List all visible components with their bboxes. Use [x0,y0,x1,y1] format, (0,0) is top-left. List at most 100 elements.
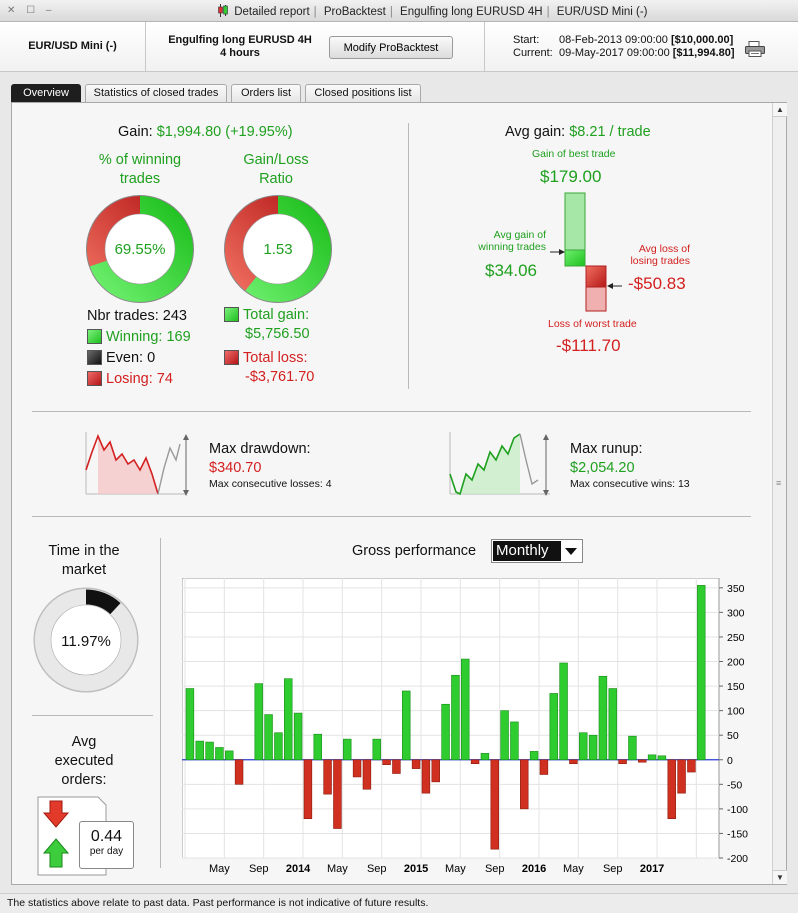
gain-summary: Gain: $1,994.80 (+19.95%) [118,124,293,140]
loss-bar [667,759,676,820]
avg-orders-title: Avg executed orders: [26,733,142,790]
x-tick-label: 2016 [522,863,546,875]
modify-probacktest-button[interactable]: Modify ProBacktest [329,36,453,59]
divider-2 [32,516,751,517]
avg-gain-label: Avg gain: [505,124,566,140]
scroll-up-icon[interactable]: ▲ [773,103,787,117]
section-divider-2 [160,538,161,868]
title-part-strategy: Engulfing long EURUSD 4H [400,6,543,18]
gain-bar [215,747,224,761]
gain-bar [510,721,519,761]
total-loss-label: Total loss: [243,350,308,366]
gain-bar [579,732,588,761]
total-loss-value: -$3,761.70 [245,368,315,385]
avg-win-label-line2: winning trades [478,241,546,253]
total-gain-label: Total gain: [243,307,310,323]
worst-trade-value: -$111.70 [556,336,621,355]
gain-bar [608,688,617,761]
loss-bar [520,759,529,810]
loss-bar [333,759,342,829]
strategy-timeframe: 4 hours [220,47,260,59]
tab-closed-positions-list[interactable]: Closed positions list [305,84,421,102]
drawdown-chart-icon [85,432,189,496]
x-tick-label: 2014 [286,863,311,875]
title-part-instrument: EUR/USD Mini (-) [556,6,648,18]
loss-bar [303,759,313,820]
loss-bar [490,759,499,850]
vertical-scrollbar[interactable]: ▲ ≡ ▼ [772,103,787,884]
strategy-name-line1: Engulfing long EURUSD 4H [168,34,312,46]
tab-overview[interactable]: Overview [11,84,81,102]
window-control-icons[interactable]: ✕ ☐ – [7,5,56,16]
gross-performance-chart: 350 300 250 200 150 100 50 0 -50 -100 -150 -200 May… [182,578,748,875]
avg-loss-label-line1: Avg loss of [638,243,690,255]
title-part-report: Detailed report [234,6,310,18]
loss-bar [539,759,549,775]
best-trade-label: Gain of best trade [532,148,616,160]
loss-bar [569,759,578,764]
window-title: Detailed report | ProBacktest | Engulfing … [218,4,648,18]
gain-bar [657,755,667,761]
gain-label: Gain: [118,124,153,140]
winning-count: Winning: 169 [87,327,191,348]
green-square-icon [87,329,102,344]
runup-stats: Max runup: $2,054.20 Max consecutive win… [570,440,690,491]
gain-bar [343,738,352,761]
loss-bar [677,759,686,794]
gain-loss-value: 1.53 [263,241,292,258]
drawdown-label: Max drawdown: [209,441,311,457]
y-tick-label: 250 [727,632,745,644]
printer-icon[interactable] [745,41,765,57]
gain-bar [205,741,214,761]
chevron-down-icon[interactable] [565,548,577,555]
loss-bar [352,759,362,778]
current-date: 09-May-2017 09:00:00 [559,47,670,59]
gain-bar [284,678,293,761]
y-tick-label: 50 [727,730,739,742]
gain-bar [313,733,322,761]
time-in-market-donut: 11.97% [33,587,139,693]
max-consecutive-losses: Max consecutive losses: 4 [209,478,332,490]
divider-3 [32,715,153,716]
total-gain-value: $5,756.50 [245,325,310,342]
window-title-bar: ✕ ☐ – Detailed report | ProBacktest | Engu… [0,0,798,22]
gain-bar [372,738,381,761]
gain-bar [461,658,470,761]
current-row: Current: 09-May-2017 09:00:00 [$11,994.80… [513,47,735,60]
total-gain-label-row: Total gain: [224,306,314,325]
y-tick-label: -200 [727,853,748,865]
loss-bar [638,759,647,763]
gain-bar [529,751,539,761]
x-tick-label: Sep [603,863,623,875]
candlestick-icon [218,4,228,17]
avg-orders-box: 0.44 per day [79,821,134,869]
avg-orders-title-line3: orders: [61,772,107,788]
gain-bar [293,712,303,761]
current-capital: [$11,994.80] [672,47,735,59]
winning-pct-title-line1: % of winning [98,152,182,168]
gross-performance-label: Gross performance [352,543,477,559]
y-tick-label: -50 [727,779,742,791]
scroll-grip-icon[interactable]: ≡ [776,478,782,488]
x-tick-label: 2015 [404,863,428,875]
gain-loss-title: Gain/Loss Ratio [206,151,346,189]
period-select[interactable]: Monthly [491,539,583,563]
gain-bar [628,735,637,761]
runup-value: $2,054.20 [570,460,635,476]
y-tick-label: 150 [727,681,745,693]
avg-win-value: $34.06 [485,261,537,280]
gain-loss-title-line1: Gain/Loss [243,152,309,168]
avg-trade-bars [550,192,622,312]
losing-count: Losing: 74 [87,369,191,390]
loss-bar [618,759,627,764]
divider-1 [32,411,751,412]
avg-orders-title-line1: Avg [71,734,97,750]
tab-orders-list[interactable]: Orders list [231,84,301,102]
tab-statistics-closed-trades[interactable]: Statistics of closed trades [85,84,227,102]
scroll-down-icon[interactable]: ▼ [773,870,787,884]
x-tick-label: 2017 [640,863,664,875]
even-count: Even: 0 [87,348,191,369]
gain-bar [647,754,657,761]
avg-orders-value: 0.44 [90,828,123,845]
winning-count-label: Winning: 169 [106,329,191,345]
